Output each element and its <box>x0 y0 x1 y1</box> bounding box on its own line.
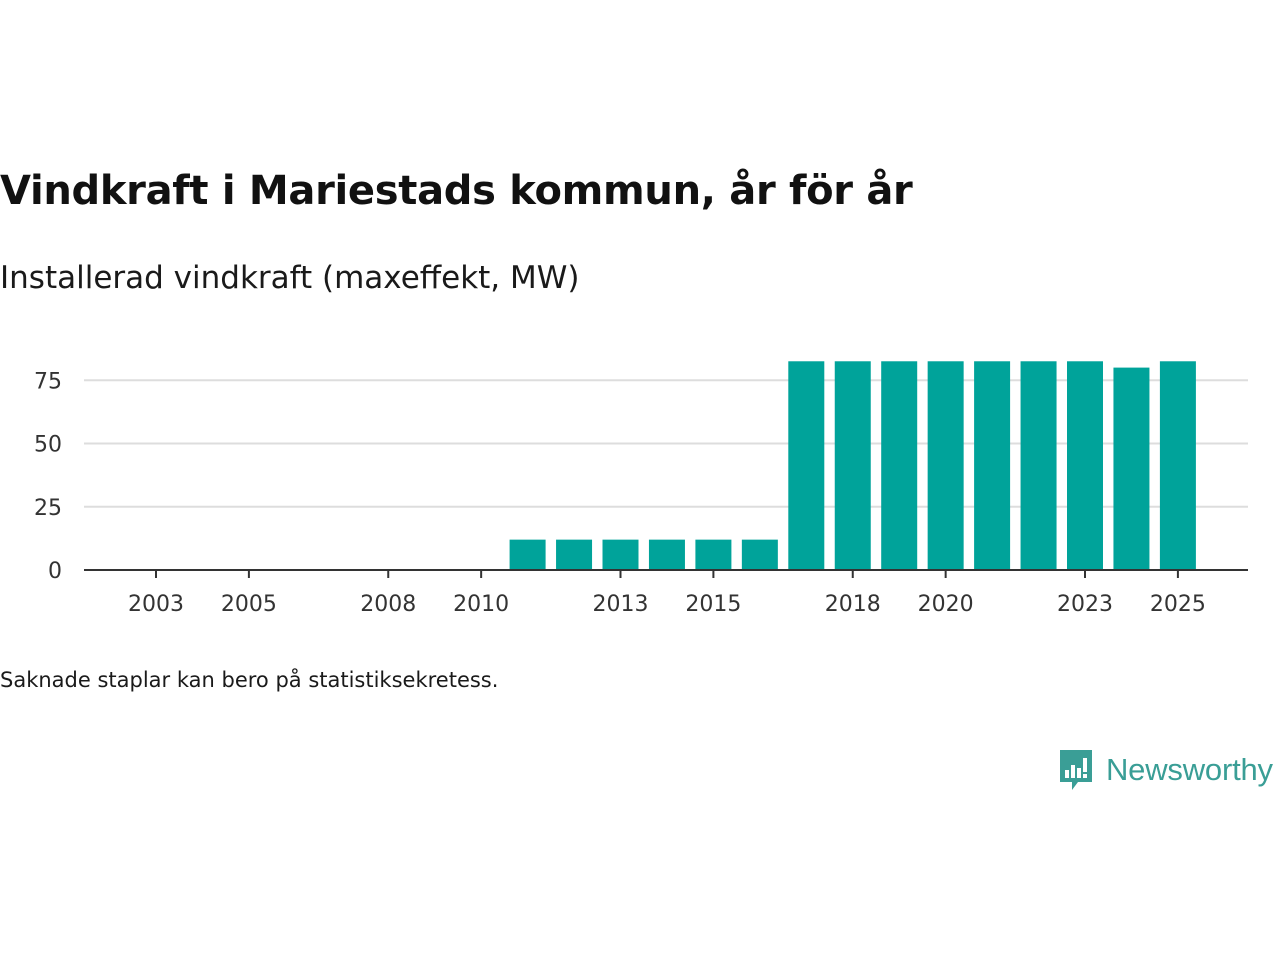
bar-2014 <box>648 539 685 570</box>
chart-title: Vindkraft i Mariestads kommun, år för år <box>0 168 913 214</box>
chart-subtitle: Installerad vindkraft (maxeffekt, MW) <box>0 260 580 296</box>
bars <box>509 361 1196 570</box>
bar-2021 <box>974 361 1011 570</box>
bar-2015 <box>695 539 732 570</box>
bar-2019 <box>881 361 918 570</box>
footnote: Saknade staplar kan bero på statistiksek… <box>0 668 499 692</box>
x-tick-label-2023: 2023 <box>1057 592 1113 617</box>
bar-2020 <box>927 361 964 570</box>
brand-logo: Newsworthy <box>1058 748 1273 792</box>
x-tick-label-2018: 2018 <box>825 592 881 617</box>
y-tick-label-0: 0 <box>48 559 62 584</box>
bar-2022 <box>1020 361 1057 570</box>
x-tick-label-2005: 2005 <box>221 592 277 617</box>
bar-chart: 0 25 50 75 2003 2005 2008 2010 2013 2015 2018 2020 2… <box>34 361 1248 617</box>
bar-2012 <box>556 539 593 570</box>
newsworthy-logo-icon <box>1060 750 1092 790</box>
brand-name: Newsworthy <box>1106 752 1273 787</box>
y-tick-label-75: 75 <box>34 369 62 394</box>
x-tick-label-2008: 2008 <box>360 592 416 617</box>
x-tick-label-2013: 2013 <box>593 592 649 617</box>
x-tick-label-2003: 2003 <box>128 592 184 617</box>
bar-2023 <box>1067 361 1103 570</box>
axes: 0 25 50 75 2003 2005 2008 2010 2013 2015 2018 2020 2… <box>34 369 1248 617</box>
y-tick-label-25: 25 <box>34 496 62 521</box>
bar-2017 <box>788 361 825 570</box>
x-tick-label-2015: 2015 <box>685 592 741 617</box>
bar-2024 <box>1113 367 1150 570</box>
x-tick-label-2025: 2025 <box>1150 592 1206 617</box>
bar-2016 <box>741 539 778 570</box>
bar-2025 <box>1159 361 1196 570</box>
x-tick-label-2020: 2020 <box>918 592 974 617</box>
bar-2018 <box>834 361 871 570</box>
x-tick-label-2010: 2010 <box>453 592 509 617</box>
y-tick-label-50: 50 <box>34 433 62 458</box>
bar-2013 <box>602 539 639 570</box>
bar-2011 <box>509 539 546 570</box>
